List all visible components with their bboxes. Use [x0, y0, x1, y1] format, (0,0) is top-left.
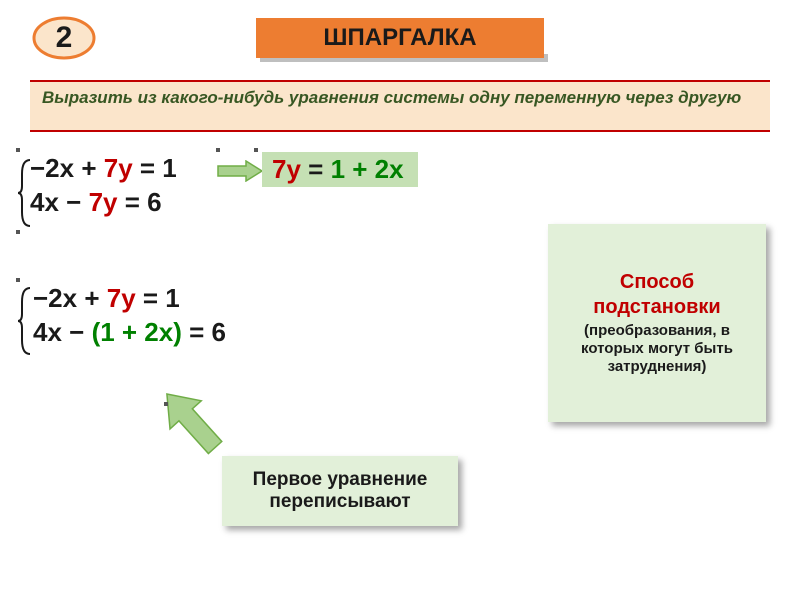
brace-system2 — [18, 286, 32, 356]
note-arrow-icon — [148, 378, 238, 468]
instruction-emph: Выразить — [42, 88, 133, 107]
marker-dot — [216, 148, 220, 152]
arrow-express-icon — [216, 160, 264, 182]
step-badge: 2 — [30, 14, 98, 62]
marker-dot — [254, 148, 258, 152]
system1: −2х + 7у = 1 4х − 7у = 6 — [30, 152, 177, 220]
instruction-box: Выразить из какого-нибудь уравнения сист… — [30, 80, 770, 132]
note-box: Первое уравнение переписывают — [222, 456, 458, 526]
marker-dot — [16, 230, 20, 234]
expr-lhs: 7у — [272, 154, 301, 184]
system1-line2: 4х − 7у = 6 — [30, 186, 177, 220]
marker-dot — [16, 148, 20, 152]
instruction-rest: из какого-нибудь уравнения системы одну … — [133, 88, 741, 107]
step-number: 2 — [56, 21, 73, 55]
system2-line2: 4х − (1 + 2х) = 6 — [33, 316, 226, 350]
title-banner: ШПАРГАЛКА — [256, 18, 544, 58]
expr-rhs: 1 + 2х — [331, 154, 404, 184]
method-title: Способ подстановки — [593, 270, 720, 320]
title-text: ШПАРГАЛКА — [323, 24, 476, 52]
marker-dot — [164, 402, 168, 406]
method-box: Способ подстановки (преобразования, в ко… — [548, 224, 766, 422]
expr-eq: = — [301, 154, 331, 184]
system1-line1: −2х + 7у = 1 — [30, 152, 177, 186]
marker-dot — [16, 278, 20, 282]
system2-line1: −2х + 7у = 1 — [33, 282, 226, 316]
expressed-box: 7у = 1 + 2х — [262, 152, 418, 187]
system2: −2х + 7у = 1 4х − (1 + 2х) = 6 — [33, 282, 226, 350]
method-sub: (преобразования, в которых могут быть за… — [558, 322, 756, 376]
